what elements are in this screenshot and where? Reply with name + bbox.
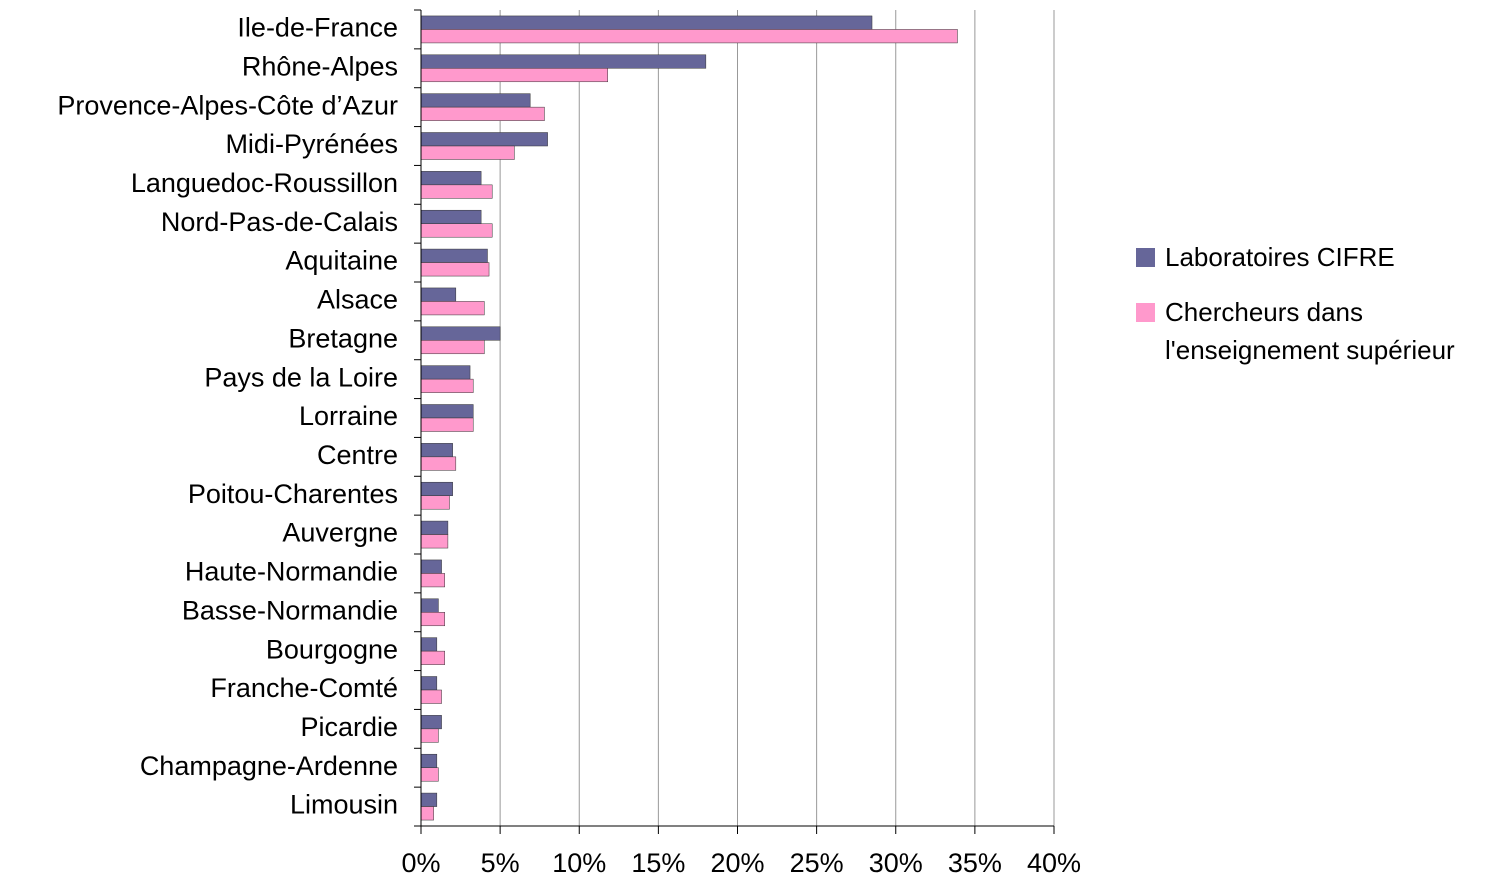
y-tick-label: Lorraine [299, 401, 398, 431]
y-tick-label: Pays de la Loire [204, 362, 398, 392]
bar [420, 262, 490, 277]
bar [420, 209, 482, 224]
y-tick-label: Languedoc-Roussillon [131, 168, 398, 198]
bar [420, 301, 485, 316]
bar [420, 132, 548, 147]
y-tick-label: Franche-Comté [210, 673, 398, 703]
bar [420, 417, 474, 432]
bar [420, 481, 453, 496]
y-tick-label: Limousin [290, 790, 398, 820]
bar [420, 171, 482, 186]
bar [420, 378, 474, 393]
bar [420, 520, 449, 535]
bar [420, 598, 439, 613]
bar [420, 365, 471, 380]
bar [420, 54, 707, 69]
bar [420, 767, 439, 782]
bar [420, 404, 474, 419]
bar [420, 456, 457, 471]
legend: Laboratoires CIFRE Chercheurs dans l'ense… [1136, 238, 1501, 386]
bar [420, 106, 545, 121]
y-tick-label: Alsace [317, 285, 398, 315]
legend-item: Laboratoires CIFRE [1136, 238, 1501, 276]
y-tick-label: Picardie [300, 712, 398, 742]
legend-label: Chercheurs dans l'enseignement supérieur [1165, 297, 1455, 365]
y-tick-label: Auvergne [282, 518, 398, 548]
y-tick-label: Rhône-Alpes [242, 51, 398, 81]
bar [420, 93, 531, 108]
y-tick-label: Midi-Pyrénées [225, 129, 398, 159]
bar [420, 637, 438, 652]
y-tick-label: Champagne-Ardenne [140, 751, 398, 781]
bar [420, 676, 438, 691]
y-tick-label: Poitou-Charentes [188, 479, 398, 509]
bar [420, 806, 434, 821]
y-tick-label: Provence-Alpes-Côte d’Azur [57, 90, 398, 120]
bar [420, 443, 453, 458]
legend-item: Chercheurs dans l'enseignement supérieur [1136, 293, 1501, 369]
bar [420, 326, 501, 341]
legend-swatch [1136, 303, 1155, 322]
x-tick-label: 0% [401, 848, 440, 878]
bar [420, 715, 442, 730]
bar [420, 728, 439, 743]
x-tick-label: 40% [1027, 848, 1081, 878]
y-tick-label: Haute-Normandie [185, 557, 398, 587]
bar [420, 15, 873, 30]
bar [420, 573, 445, 588]
bar [420, 792, 438, 807]
y-tick-label: Nord-Pas-de-Calais [161, 207, 398, 237]
bar [420, 287, 457, 302]
x-tick-label: 20% [710, 848, 764, 878]
bar [420, 340, 485, 355]
y-tick-label: Basse-Normandie [182, 595, 398, 625]
x-tick-label: 35% [948, 848, 1002, 878]
bar [420, 29, 958, 44]
x-tick-label: 25% [790, 848, 844, 878]
bar [420, 184, 493, 199]
legend-label: Laboratoires CIFRE [1165, 242, 1395, 272]
bar [420, 223, 493, 238]
y-tick-label: Ile-de-France [237, 13, 398, 43]
x-tick-label: 30% [869, 848, 923, 878]
bar [420, 68, 608, 83]
bar [420, 495, 450, 510]
bar [420, 248, 488, 263]
bar [420, 753, 438, 768]
y-tick-label: Aquitaine [285, 246, 398, 276]
bar [420, 650, 445, 665]
y-tick-label: Bourgogne [266, 634, 398, 664]
bar [420, 612, 445, 627]
bar [420, 145, 515, 160]
legend-swatch [1136, 248, 1155, 267]
bar [420, 534, 449, 549]
x-tick-label: 5% [481, 848, 520, 878]
x-tick-label: 15% [631, 848, 685, 878]
bar [420, 559, 442, 574]
bar [420, 689, 442, 704]
x-tick-label: 10% [552, 848, 606, 878]
y-tick-label: Bretagne [288, 323, 398, 353]
y-tick-label: Centre [317, 440, 398, 470]
